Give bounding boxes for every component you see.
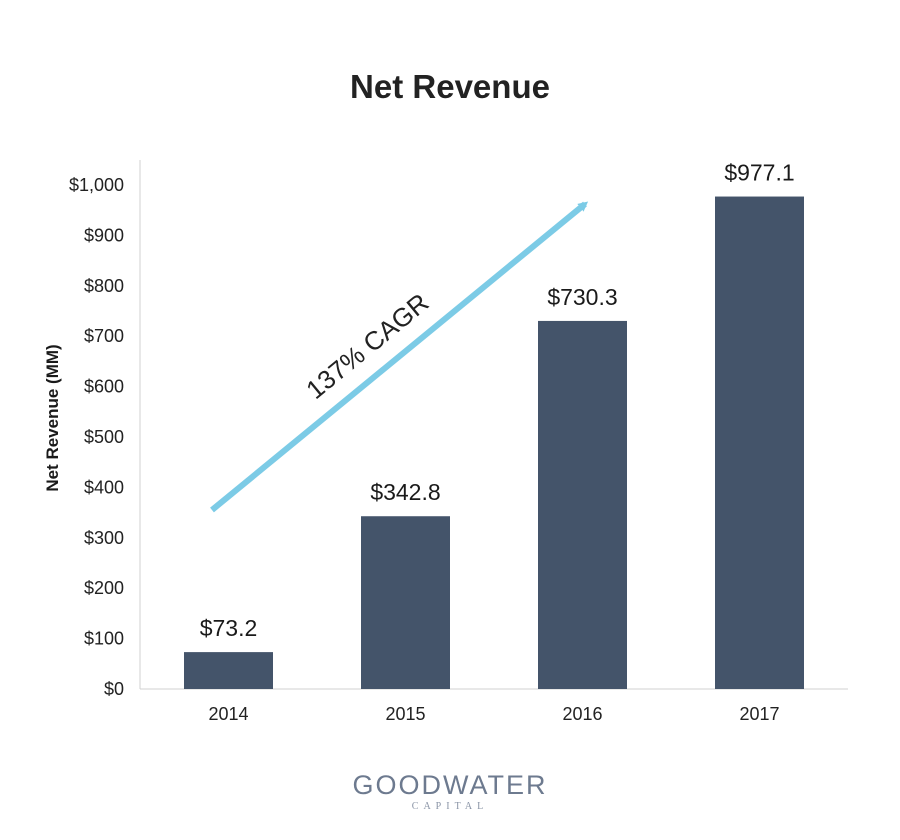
bar-2016 [538, 320, 627, 689]
y-tick-label: $0 [104, 679, 124, 699]
bar-2015 [361, 516, 450, 689]
data-labels: $73.2 $342.8 $730.3 $977.1 [200, 160, 795, 642]
bar-2014 [184, 652, 273, 689]
y-tick-label: $700 [84, 326, 124, 346]
data-label-2014: $73.2 [200, 615, 258, 641]
goodwater-logo: GOODWATER CAPITAL [0, 770, 900, 813]
bars [184, 196, 804, 689]
cagr-annotation: 137% CAGR [210, 201, 589, 513]
logo-wordmark: GOODWATER [352, 770, 548, 800]
data-label-2015: $342.8 [370, 479, 440, 505]
chart-title: Net Revenue [350, 68, 550, 105]
y-tick-label: $400 [84, 477, 124, 497]
y-axis: $0 $100 $200 $300 $400 $500 $600 $700 $800 $900 $1… [69, 160, 141, 699]
y-axis-title: Net Revenue (MM) [43, 344, 62, 491]
y-tick-label: $200 [84, 578, 124, 598]
y-tick-label: $900 [84, 225, 124, 245]
category-label-2014: 2014 [208, 704, 248, 724]
category-label-2016: 2016 [562, 704, 602, 724]
y-tick-label: $100 [84, 629, 124, 649]
bar-2017 [715, 196, 804, 689]
bar-chart: Net Revenue (MM) $0$100$200$300$400$500$… [43, 160, 848, 724]
y-tick-label: $1,000 [69, 175, 124, 195]
data-label-2016: $730.3 [547, 284, 617, 310]
category-label-2015: 2015 [385, 704, 425, 724]
y-tick-label: $300 [84, 528, 124, 548]
y-tick-label: $800 [84, 276, 124, 296]
logo-subtitle: CAPITAL [411, 801, 489, 812]
y-tick-label: $500 [84, 427, 124, 447]
data-label-2017: $977.1 [724, 160, 794, 186]
cagr-arrow [210, 201, 589, 513]
category-label-2017: 2017 [739, 704, 779, 724]
y-axis-title-group: Net Revenue (MM) [43, 344, 62, 491]
category-labels: 2014 2015 2016 2017 [208, 704, 779, 724]
y-tick-label: $600 [84, 377, 124, 397]
